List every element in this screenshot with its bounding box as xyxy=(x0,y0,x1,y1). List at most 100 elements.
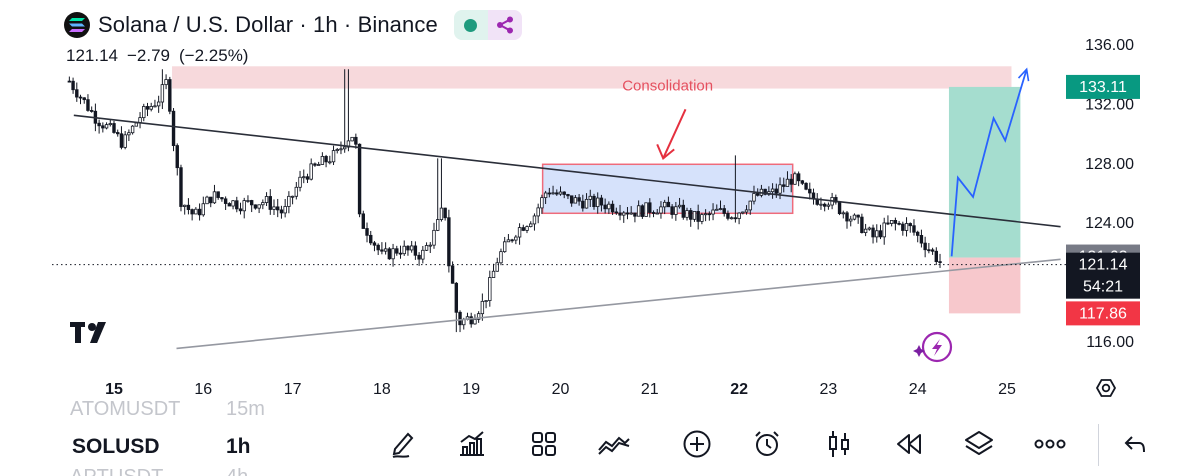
candle-body xyxy=(774,188,779,194)
candle-body xyxy=(640,205,645,217)
candle-body xyxy=(104,124,109,129)
candle-body xyxy=(852,214,857,220)
x-axis-tick-label[interactable]: 24 xyxy=(909,381,927,398)
y-axis-tick-label[interactable]: 124.00 xyxy=(1085,215,1134,232)
alert-button[interactable] xyxy=(750,426,784,462)
candle-body xyxy=(335,149,339,152)
candle-body xyxy=(205,196,209,205)
x-axis-tick-label[interactable]: 19 xyxy=(462,381,480,398)
layouts-button[interactable] xyxy=(527,426,561,462)
candle-body xyxy=(558,191,563,195)
candle-body xyxy=(361,213,365,229)
candle-body xyxy=(413,245,418,256)
settings-gear-icon[interactable] xyxy=(1095,379,1117,397)
candle-body xyxy=(398,252,403,255)
candle-body xyxy=(532,215,537,225)
x-axis-tick-label[interactable]: 16 xyxy=(194,381,212,398)
candle-body xyxy=(350,136,354,142)
add-button[interactable] xyxy=(680,426,714,462)
lightning-icon[interactable] xyxy=(913,331,953,363)
candle-body xyxy=(729,217,734,220)
candle-style-button[interactable] xyxy=(822,426,856,462)
candle-body xyxy=(599,197,604,206)
symbol-title[interactable]: Solana / U.S. Dollar · 1h · Binance xyxy=(98,12,438,37)
candle-body xyxy=(283,206,287,214)
candle-body xyxy=(603,204,607,210)
candle-body xyxy=(71,80,75,91)
watchlist-next-timeframe[interactable]: 4h xyxy=(226,466,248,476)
add-icon xyxy=(683,430,711,458)
candle-body xyxy=(737,212,741,219)
replay-icon xyxy=(897,434,921,454)
x-axis-tick-label[interactable]: 25 xyxy=(998,381,1016,398)
candle-body xyxy=(246,200,250,202)
bottom-toolbar xyxy=(0,406,1200,476)
x-axis-tick-label[interactable]: 15 xyxy=(105,381,123,398)
x-axis-tick-label[interactable]: 21 xyxy=(641,381,659,398)
candle-body xyxy=(249,200,254,206)
ascending-trendline xyxy=(176,258,1061,350)
candle-body xyxy=(134,122,139,127)
candle-body xyxy=(316,164,321,166)
candle-body xyxy=(261,202,265,206)
x-axis-tick-label[interactable]: 17 xyxy=(284,381,302,398)
candle-body xyxy=(383,248,388,252)
price-chart[interactable]: Consolidation 116.00120.00124.00128.0013… xyxy=(0,0,1200,406)
candle-body xyxy=(216,191,220,198)
candle-body xyxy=(469,316,473,325)
replay-button[interactable] xyxy=(892,426,926,462)
candle-body xyxy=(540,197,544,209)
watchlist-prev-timeframe[interactable]: 15m xyxy=(226,398,265,420)
watchlist-prev-symbol[interactable]: ATOMUSDT xyxy=(70,398,181,420)
candle-body xyxy=(372,242,377,246)
candle-body xyxy=(182,204,187,207)
x-axis-tick-label[interactable]: 18 xyxy=(373,381,391,398)
candle-body xyxy=(443,207,447,219)
alarm-icon xyxy=(755,431,779,456)
candle-body xyxy=(521,227,525,231)
candle-body xyxy=(689,210,693,220)
x-axis-tick-label[interactable]: 22 xyxy=(730,381,748,398)
object-tree-button[interactable] xyxy=(962,426,996,462)
candle-body xyxy=(685,210,689,218)
market-status-button[interactable] xyxy=(453,10,488,40)
candle-body xyxy=(648,202,652,213)
watchlist-current-timeframe[interactable]: 1h xyxy=(226,435,251,458)
candle-body xyxy=(529,223,533,227)
y-axis-tick-label[interactable]: 128.00 xyxy=(1085,156,1134,173)
candle-body xyxy=(421,249,425,260)
candle-body xyxy=(123,134,127,148)
candle-body xyxy=(636,205,641,217)
candle-body xyxy=(629,212,633,215)
resistance-zone xyxy=(172,66,1012,89)
candle-body xyxy=(75,89,79,98)
candle-body xyxy=(644,202,648,217)
candle-body xyxy=(450,265,455,284)
candle-body xyxy=(607,203,611,210)
x-axis-tick-label[interactable]: 20 xyxy=(552,381,570,398)
candle-body xyxy=(808,188,812,194)
drawing-tools-button[interactable] xyxy=(386,426,420,462)
candle-body xyxy=(741,211,745,214)
tradingview-logo xyxy=(70,322,106,343)
candle-body xyxy=(253,204,258,209)
y-axis-tick-label[interactable]: 136.00 xyxy=(1085,37,1134,54)
y-axis-tick-label[interactable]: 116.00 xyxy=(1086,334,1134,351)
candle-body xyxy=(867,227,872,230)
candle-body xyxy=(551,192,555,195)
x-axis-tick-label[interactable]: 23 xyxy=(820,381,838,398)
watchlist-next-symbol[interactable]: APTUSDT xyxy=(70,466,163,476)
more-button[interactable] xyxy=(1033,426,1067,462)
candle-body xyxy=(238,208,243,212)
candle-body xyxy=(439,207,444,220)
candle-body xyxy=(841,212,845,215)
chart-type-button[interactable] xyxy=(455,426,489,462)
indicators-button[interactable] xyxy=(597,426,631,462)
watchlist-current-symbol[interactable]: SOLUSD xyxy=(72,435,160,458)
share-button[interactable] xyxy=(487,10,522,40)
candle-body xyxy=(328,161,332,164)
y-axis-tick-label[interactable]: 132.00 xyxy=(1085,96,1134,113)
candle-body xyxy=(320,156,325,165)
back-button[interactable] xyxy=(1118,426,1152,462)
price-label-tag xyxy=(1066,252,1140,299)
